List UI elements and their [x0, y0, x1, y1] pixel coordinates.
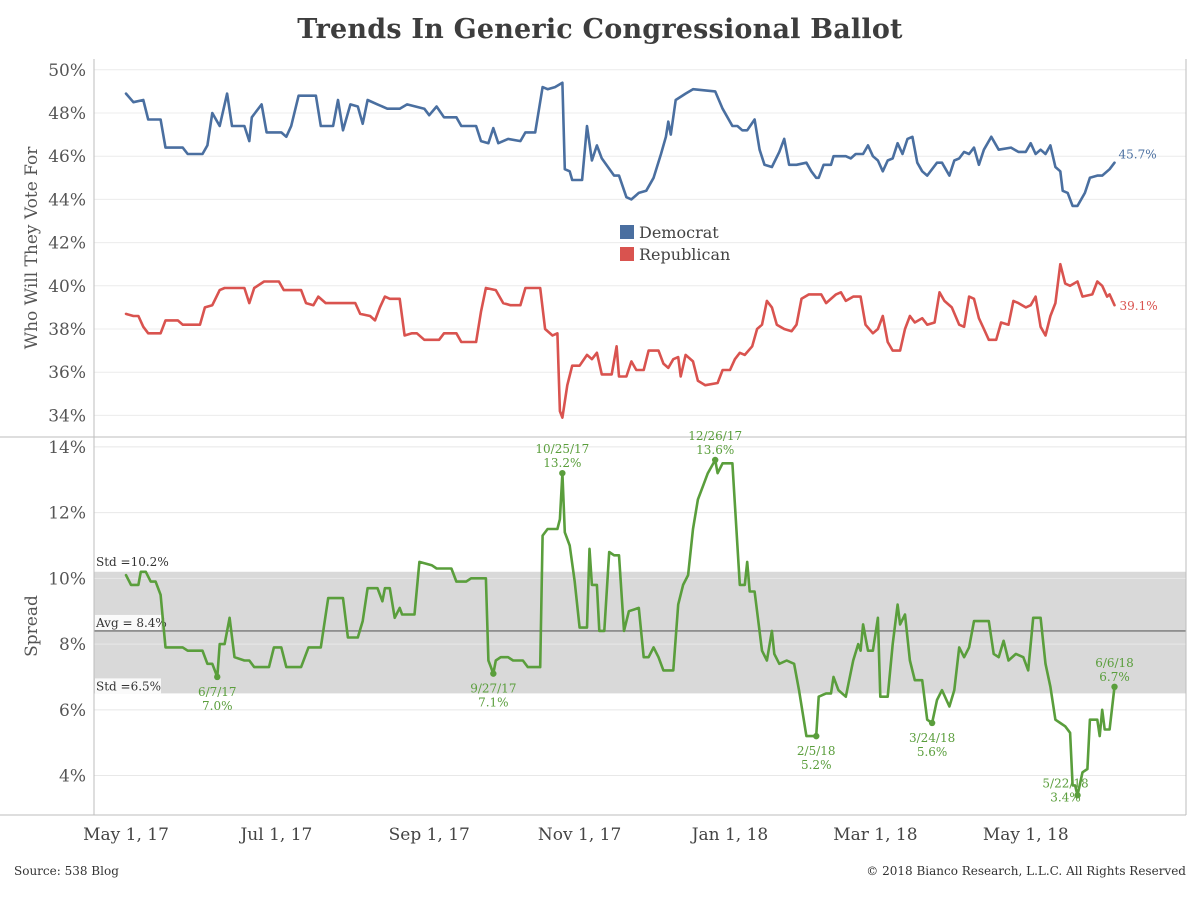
spread-line — [124, 458, 1116, 797]
top-gridlines — [94, 69, 1186, 416]
vote-series: 45.7% 39.1% — [124, 81, 1158, 419]
annotation-value: 5.6% — [917, 745, 948, 759]
bottom-ytick-label: 8% — [59, 635, 86, 655]
source-note: Source: 538 Blog — [14, 864, 119, 878]
x-axis: May 1, 17 Jul 1, 17 Sep 1, 17 Nov 1, 17 Jan … — [83, 825, 1069, 845]
annotation-point — [711, 456, 719, 464]
legend-label-democrat: Democrat — [639, 223, 719, 242]
legend-label-republican: Republican — [639, 245, 730, 264]
bottom-ytick-label: 14% — [48, 438, 86, 458]
annotation-value: 13.2% — [543, 456, 581, 470]
x-tick-label: Nov 1, 17 — [538, 825, 621, 845]
reference-label-std-low-label: Std =6.5% — [96, 679, 161, 693]
x-tick-label: Mar 1, 18 — [833, 825, 917, 845]
bottom-ytick-label: 4% — [59, 767, 86, 787]
annotation-value: 3.4% — [1050, 790, 1081, 804]
copyright-note: © 2018 Bianco Research, L.L.C. All Right… — [866, 864, 1186, 878]
annotation-value: 5.2% — [801, 758, 832, 772]
annotation-point — [214, 673, 221, 681]
top-ytick-label: 46% — [48, 147, 86, 167]
annotation-point — [1074, 792, 1081, 799]
top-ytick-label: 42% — [48, 234, 86, 254]
top-ytick-label: 48% — [48, 104, 86, 124]
bottom-ytick-label: 12% — [48, 504, 86, 524]
reference-label-bg — [95, 553, 161, 569]
reference-label-bg — [95, 678, 161, 694]
top-ytick-label: 44% — [48, 190, 86, 210]
annotation-date: 2/5/18 — [797, 744, 836, 758]
bottom-ytick-label: 10% — [48, 569, 86, 589]
annotation-point — [1111, 683, 1118, 691]
annotation-point — [490, 670, 497, 677]
annotation-date: 9/27/17 — [470, 682, 516, 696]
top-y-axis: 34% 36% 38% 40% 42% 44% 46% 48% 50% Who Will They… — [22, 61, 86, 427]
legend-swatch-republican — [620, 247, 634, 261]
annotation-point — [928, 719, 936, 727]
chart-frame — [0, 59, 1187, 816]
republican-end-label: 39.1% — [1120, 299, 1158, 313]
annotation-date: 12/26/17 — [688, 429, 742, 443]
top-ytick-label: 40% — [48, 277, 86, 297]
republican-line — [124, 262, 1116, 419]
chart-title: Trends In Generic Congressional Ballot — [297, 14, 903, 45]
democrat-line — [124, 81, 1116, 208]
top-ytick-label: 38% — [48, 320, 86, 340]
bottom-y-axis-title: Spread — [22, 595, 42, 657]
annotation-point — [559, 469, 566, 477]
bottom-y-axis: 4% 6% 8% 10% 12% 14% Spread — [22, 438, 86, 787]
annotation-date: 6/7/17 — [198, 685, 237, 699]
reference-label-avg-label: Avg = 8.4% — [95, 616, 167, 630]
annotation-value: 13.6% — [696, 443, 734, 457]
top-ytick-label: 50% — [48, 61, 86, 81]
top-y-axis-title: Who Will They Vote For — [22, 146, 42, 350]
annotation-date: 6/6/18 — [1095, 656, 1134, 670]
x-tick-label: Sep 1, 17 — [389, 825, 470, 845]
annotation-value: 7.0% — [202, 699, 233, 713]
annotation-value: 6.7% — [1099, 670, 1130, 684]
x-tick-label: Jan 1, 18 — [690, 825, 769, 845]
reference-label-bg — [95, 614, 161, 630]
x-tick-label: May 1, 17 — [83, 825, 169, 845]
annotation-value: 7.1% — [478, 696, 509, 710]
reference-label-std-high-label: Std =10.2% — [96, 555, 169, 569]
legend-swatch-democrat — [620, 225, 634, 239]
annotation-point — [813, 732, 820, 740]
top-ytick-label: 36% — [48, 363, 86, 383]
legend: Democrat Republican — [620, 223, 730, 264]
x-tick-label: Jul 1, 17 — [238, 825, 312, 845]
top-ytick-label: 34% — [48, 406, 86, 426]
democrat-end-label: 45.7% — [1119, 148, 1157, 162]
x-tick-label: May 1, 18 — [983, 825, 1069, 845]
bottom-ytick-label: 6% — [59, 701, 86, 721]
annotation-date: 5/22/18 — [1042, 776, 1088, 790]
annotation-date: 10/25/17 — [535, 442, 589, 456]
spread-series — [124, 458, 1116, 797]
annotation-date: 3/24/18 — [909, 731, 955, 745]
